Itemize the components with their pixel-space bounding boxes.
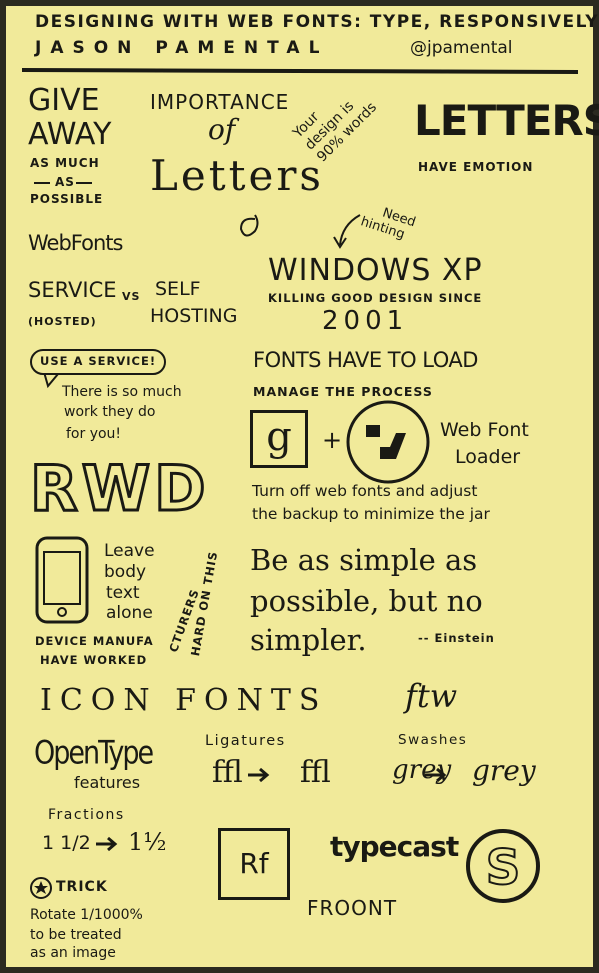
rf-box: Rf — [218, 828, 290, 900]
windows-title: WINDOWS XP — [268, 253, 483, 288]
leave: text — [106, 583, 140, 603]
arrow — [96, 836, 118, 852]
letters-word: Letters — [150, 151, 324, 200]
possible: POSSIBLE — [30, 192, 104, 206]
load-note: the backup to minimize the jar — [252, 505, 490, 523]
bubble-tail — [43, 371, 59, 389]
quote-line: simpler. — [250, 623, 367, 657]
frac-after: 1½ — [128, 828, 167, 856]
swirl — [239, 214, 259, 237]
service: SERVICE — [28, 278, 117, 302]
phone-button — [57, 607, 67, 617]
typecast: typecast — [330, 830, 459, 863]
webfonts: WebFonts — [28, 231, 123, 255]
fractions: Fractions — [48, 807, 125, 823]
hosting: HOSTING — [150, 305, 238, 327]
trick: TRICK — [56, 879, 108, 895]
load-title: FONTS HAVE TO LOAD — [253, 348, 478, 372]
load-subtitle: MANAGE THE PROCESS — [253, 384, 433, 399]
service-note: (HOSTED) — [28, 315, 97, 328]
away: AWAY — [28, 117, 112, 152]
s-logo — [466, 829, 540, 903]
rwd: RWD — [29, 452, 210, 525]
ligatures: Ligatures — [205, 733, 286, 749]
letters-subtitle: HAVE EMOTION — [418, 160, 534, 174]
loader-logo — [346, 400, 430, 484]
quote-line: possible, but no — [250, 584, 483, 618]
importance: IMPORTANCE — [150, 90, 290, 114]
title: DESIGNING WITH WEB FONTS: TYPE, RESPONSI… — [35, 12, 599, 32]
load-note: Turn off web fonts and adjust — [252, 482, 478, 500]
phone-screen — [43, 551, 81, 605]
swash-before: grey — [392, 755, 452, 785]
swash-after: grey — [472, 754, 536, 787]
leave: alone — [106, 603, 153, 623]
service-text: There is so much — [62, 384, 182, 400]
service-text: for you! — [66, 426, 122, 442]
trick-text: Rotate 1/1000% — [30, 907, 143, 923]
loader-line: Web Font — [440, 419, 529, 441]
leave: body — [104, 562, 147, 582]
opentype: OpenType — [34, 734, 154, 772]
give: GIVE — [28, 83, 100, 118]
self: SELF — [155, 278, 201, 300]
ftw: ftw — [405, 677, 458, 715]
froont: FROONT — [307, 896, 398, 920]
arrow — [333, 214, 361, 249]
windows-subtitle: KILLING GOOD DESIGN SINCE — [268, 291, 483, 305]
author: JASON PAMENTAL — [35, 38, 329, 58]
as-much: AS MUCH — [30, 156, 100, 170]
loader-line: Loader — [455, 446, 521, 468]
arrow — [425, 767, 447, 783]
header-rule — [21, 68, 579, 74]
letters-title: LETTERS — [414, 96, 599, 145]
service-bubble: USE A SERVICE! — [30, 349, 167, 375]
manufacturers: DEVICE MANUFA — [35, 634, 154, 648]
google-box: g — [250, 410, 308, 468]
service-text: work they do — [64, 404, 156, 420]
windows-year: 2001 — [322, 306, 409, 336]
lig-after: ﬄ — [300, 755, 331, 790]
loader-mark — [366, 425, 406, 459]
arrow — [248, 767, 270, 783]
s-letter: S — [486, 840, 521, 896]
icon-fonts: ICON FONTS — [40, 683, 328, 718]
trick-text: as an image — [30, 945, 116, 961]
plus: + — [322, 426, 343, 454]
lig-before: ffl — [212, 755, 243, 790]
handle: @jpamental — [410, 38, 513, 58]
star — [34, 881, 48, 894]
features: features — [74, 773, 141, 792]
phone — [35, 536, 89, 624]
quote-author: -- Einstein — [418, 631, 495, 645]
frac-before: 1 1/2 — [42, 832, 91, 854]
vs: VS — [122, 290, 141, 303]
swashes: Swashes — [398, 732, 468, 748]
star-circle — [30, 877, 52, 899]
of: of — [208, 113, 236, 146]
manufacturers: HAVE WORKED — [40, 653, 148, 667]
leave: Leave — [104, 541, 155, 561]
trick-text: to be treated — [30, 927, 122, 943]
as: AS — [55, 175, 75, 189]
quote-line: Be as simple as — [250, 543, 478, 577]
